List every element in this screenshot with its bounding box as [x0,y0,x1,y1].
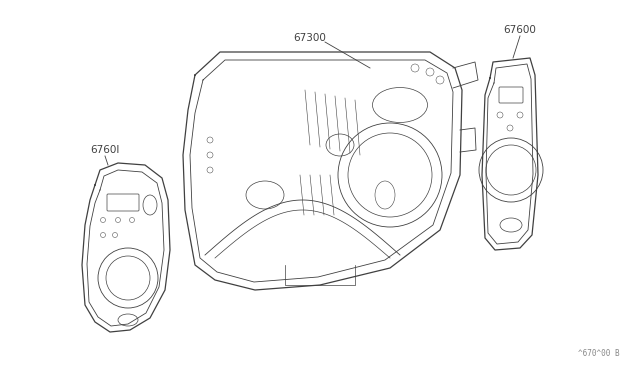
Text: ^670^00 B: ^670^00 B [579,349,620,358]
Text: 67600: 67600 [504,25,536,35]
Text: 6760l: 6760l [90,145,120,155]
Text: 67300: 67300 [294,33,326,43]
